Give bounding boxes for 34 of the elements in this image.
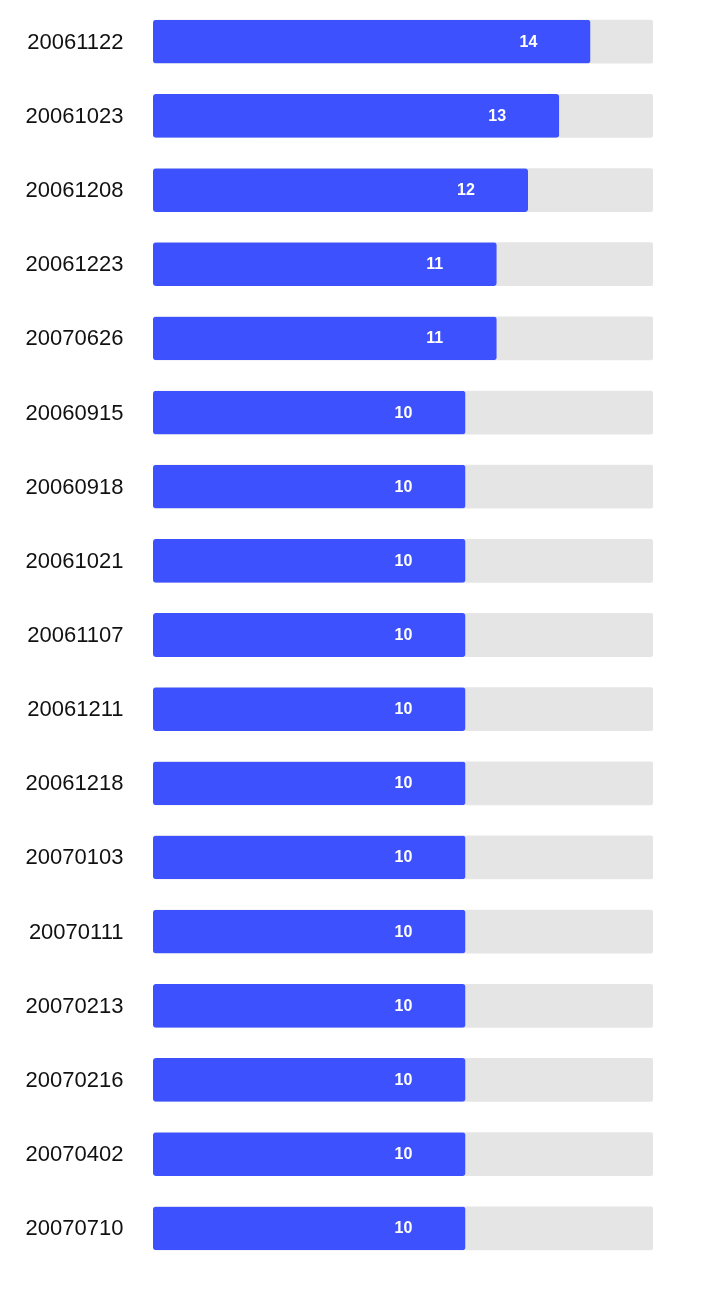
data-label: 11	[426, 329, 444, 347]
y-tick-label: 20061107	[27, 622, 124, 647]
y-tick-label: 20070111	[28, 918, 124, 944]
data-label: 10	[394, 1219, 413, 1237]
data-label: 10	[394, 477, 413, 495]
data-label: 10	[394, 551, 413, 569]
y-tick-label: 20061223	[25, 251, 124, 277]
y-tick-label: 20070402	[25, 1141, 124, 1167]
data-label: 10	[394, 848, 413, 866]
data-label: 13	[488, 106, 507, 124]
y-tick-label: 20070103	[25, 844, 124, 870]
data-label: 10	[394, 774, 413, 792]
data-label: 14	[519, 32, 538, 50]
y-tick-label: 20060915	[25, 399, 124, 425]
y-tick-label: 20061023	[25, 102, 124, 128]
data-label: 12	[457, 181, 475, 199]
data-label: 11	[426, 255, 444, 273]
y-tick-label: 20070710	[25, 1215, 124, 1241]
y-tick-label: 20061218	[25, 770, 124, 796]
y-tick-label: 20060918	[25, 473, 124, 499]
y-tick-label: 20061211	[27, 696, 124, 722]
y-tick-label: 20061021	[25, 547, 124, 573]
data-label: 10	[394, 626, 413, 643]
data-label: 10	[394, 403, 413, 421]
data-label: 10	[394, 1070, 413, 1088]
y-tick-label: 20070213	[25, 992, 124, 1018]
y-tick-label: 20070626	[25, 325, 124, 351]
y-tick-label: 20070216	[25, 1066, 124, 1092]
data-label: 10	[394, 1145, 413, 1163]
y-tick-label: 20061208	[25, 177, 124, 203]
y-tick-label: 20061122	[27, 28, 124, 54]
data-label: 10	[394, 996, 413, 1014]
data-label: 10	[394, 700, 413, 718]
data-label: 10	[394, 922, 413, 940]
